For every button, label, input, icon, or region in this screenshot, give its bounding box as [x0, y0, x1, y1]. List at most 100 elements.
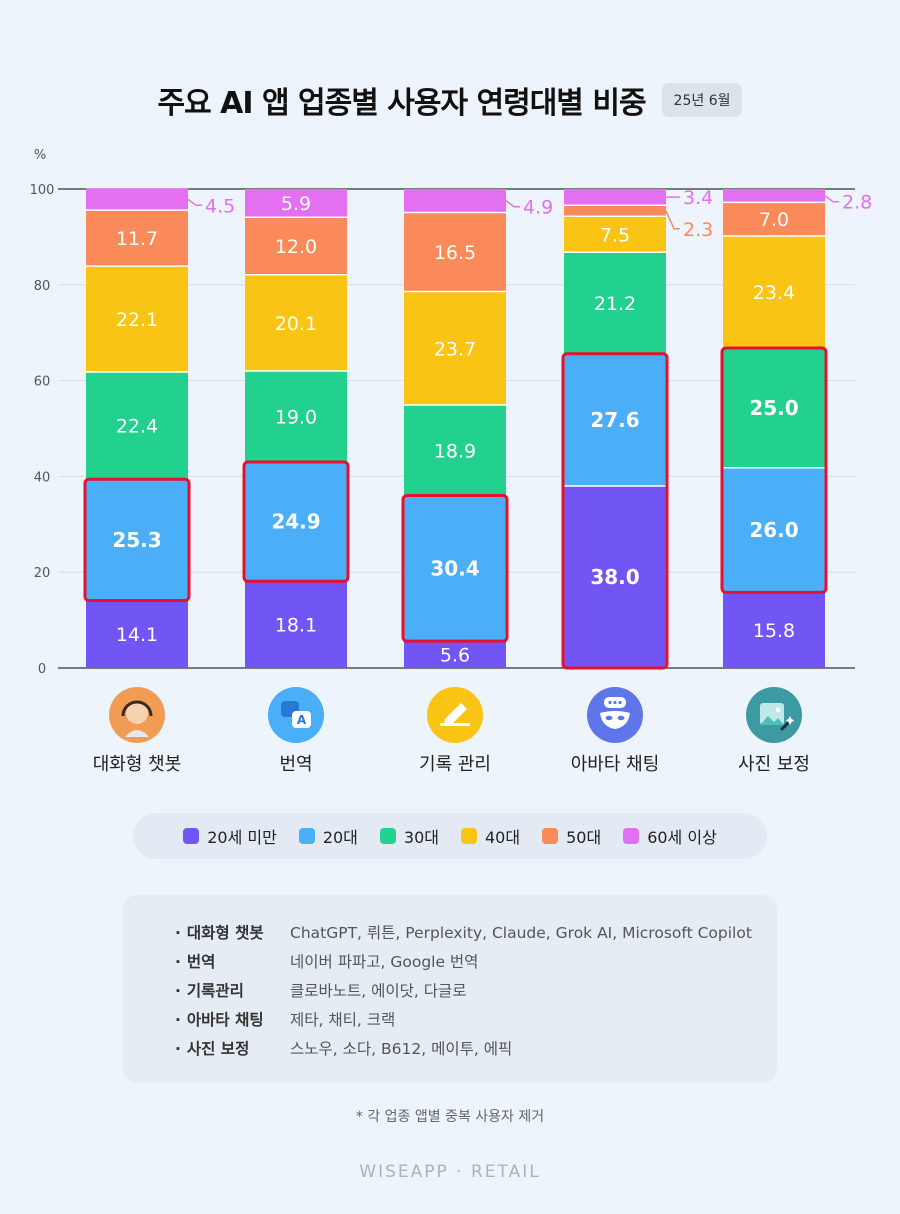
- bar-segment: [723, 235, 825, 349]
- bar-segment: [245, 274, 347, 372]
- y-tick-label: 20: [34, 566, 51, 581]
- bar-segment: [564, 205, 666, 217]
- legend-swatch: [623, 828, 640, 844]
- data-label-outside: 4.5: [205, 195, 235, 217]
- legend-item: 20대: [298, 824, 358, 848]
- legend-label: 30대: [403, 828, 439, 847]
- highlight-box: [561, 352, 669, 670]
- data-label: 25.3: [112, 528, 161, 552]
- data-label-outside: 4.9: [523, 197, 553, 219]
- app-names: ChatGPT, 뤼튼, Perplexity, Claude, Grok AI…: [290, 924, 752, 942]
- app-names: 클로바노트, 에이닷, 다글로: [290, 982, 467, 1000]
- y-unit-label: %: [34, 148, 46, 163]
- legend-swatch: [461, 828, 477, 844]
- data-label: 25.0: [749, 396, 798, 420]
- bar-segment: [86, 188, 188, 211]
- bar-segment: [404, 495, 506, 642]
- app-category: 아바타 채팅: [175, 1008, 290, 1030]
- data-label: 5.9: [281, 193, 311, 215]
- bar-segment: [723, 348, 825, 468]
- leader-line: [665, 210, 680, 230]
- masked-chat-icon: [587, 687, 643, 743]
- data-label: 30.4: [430, 556, 479, 580]
- data-label: 7.5: [600, 224, 630, 246]
- app-category: 기록관리: [175, 979, 290, 1001]
- data-label: 7.0: [759, 209, 789, 231]
- data-label: 14.1: [116, 624, 158, 646]
- bar-segment: [723, 592, 825, 668]
- brand-footer: WISEAPP · RETAIL: [359, 1162, 541, 1182]
- bar-segment: [404, 189, 506, 213]
- title-area: 주요 AI 앱 업종별 사용자 연령대별 비중 25년 6월: [0, 78, 900, 122]
- bar-segment: [564, 216, 666, 253]
- y-tick-label: 40: [34, 470, 51, 485]
- bar-segment: [86, 371, 188, 480]
- bar-segment: [564, 252, 666, 354]
- highlight-box: [242, 460, 350, 583]
- data-label: 21.2: [594, 293, 636, 315]
- data-label: 11.7: [116, 228, 158, 250]
- footnote: * 각 업종 앱별 중복 사용자 제거: [355, 1109, 545, 1125]
- bar-segment: [86, 479, 188, 601]
- data-label-outside: 2.3: [683, 219, 713, 241]
- y-tick-label: 0: [38, 662, 46, 677]
- svg-text:A: A: [297, 713, 307, 727]
- legend-label: 50대: [566, 828, 602, 847]
- bar-segment: [245, 217, 347, 275]
- highlight-box: [401, 494, 509, 643]
- legend-item: 40대: [461, 824, 520, 848]
- category-label: 번역: [279, 754, 312, 775]
- data-label: 23.4: [753, 282, 795, 304]
- data-label: 18.1: [275, 615, 317, 637]
- legend-item: 30대: [379, 824, 439, 848]
- chart-title: 주요 AI 앱 업종별 사용자 연령대별 비중: [157, 86, 647, 121]
- category-label: 아바타 채팅: [571, 754, 660, 775]
- bar-segment: [404, 291, 506, 406]
- data-label: 24.9: [271, 510, 320, 534]
- data-label: 16.5: [434, 242, 476, 264]
- data-label: 26.0: [749, 518, 798, 542]
- bar-segment: [245, 462, 347, 582]
- legend-label: 60세 이상: [647, 828, 717, 847]
- headset-agent-icon: [109, 687, 165, 743]
- legend-item: 20세 미만: [183, 824, 277, 848]
- leader-line: [187, 198, 202, 207]
- legend-swatch: [183, 828, 200, 844]
- app-names: 네이버 파파고, Google 번역: [290, 953, 479, 971]
- data-label-outside: 3.4: [683, 187, 713, 209]
- bar-segment: [564, 189, 666, 206]
- data-label: 20.1: [275, 313, 317, 335]
- bar-segment: [245, 581, 347, 668]
- app-category: 대화형 챗봇: [175, 921, 290, 943]
- data-label-outside: 2.8: [842, 192, 872, 214]
- data-label: 38.0: [590, 565, 639, 589]
- legend: 20세 미만 20대 30대 40대 50대 60세 이상: [133, 813, 767, 859]
- category-label: 기록 관리: [419, 754, 491, 775]
- data-label: 12.0: [275, 236, 317, 258]
- data-label: 19.0: [275, 407, 317, 429]
- app-category: 번역: [175, 950, 290, 972]
- translate-icon: A: [268, 687, 324, 743]
- bar-segment: [723, 189, 825, 203]
- bar-segment: [404, 212, 506, 292]
- legend-item: 60세 이상: [623, 824, 717, 848]
- highlight-box: [720, 346, 828, 594]
- app-names: 스노우, 소다, B612, 메이투, 에픽: [290, 1040, 513, 1058]
- legend-item: 50대: [542, 824, 601, 848]
- pencil-note-icon: [427, 687, 483, 743]
- bar-segment: [86, 266, 188, 372]
- y-tick-label: 100: [30, 183, 55, 198]
- stacked-bar-chart: % 0 20 40 60 80 100 14.1 25.3 22.4 22.1 11.7 4.5 18.1…: [30, 148, 873, 775]
- category-label: 사진 보정: [738, 754, 810, 775]
- data-label: 5.6: [440, 645, 470, 667]
- data-label: 23.7: [434, 338, 476, 360]
- data-label: 18.9: [434, 440, 476, 462]
- legend-swatch: [542, 828, 559, 844]
- bar-segment: [723, 467, 825, 593]
- legend-swatch: [379, 828, 396, 844]
- data-label: 22.4: [116, 416, 158, 438]
